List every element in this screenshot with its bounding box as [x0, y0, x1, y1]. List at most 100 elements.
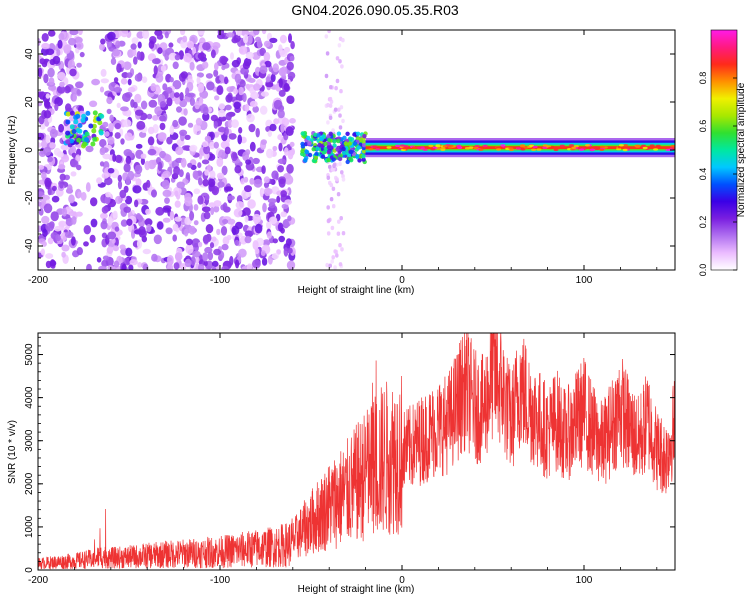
spectrogram-cell — [500, 144, 506, 147]
spectrogram-cell — [375, 148, 381, 151]
spectrogram-cell — [300, 131, 305, 136]
spectrogram-cell — [261, 257, 268, 266]
spectrogram-cell — [288, 33, 292, 44]
snr-frame — [37, 332, 676, 571]
spectrogram-cell — [496, 148, 502, 151]
spectrogram-cell — [85, 182, 91, 193]
spectrogram-cell — [321, 134, 326, 139]
spectrogram-cell — [542, 146, 548, 149]
x-tick-label: -100 — [210, 575, 230, 586]
spectrogram-cell — [252, 240, 259, 250]
x-tick-label: -200 — [28, 275, 48, 286]
spectrogram-cell — [216, 228, 221, 236]
spectrogram-cell — [536, 148, 542, 151]
spectrogram-cell — [68, 37, 77, 46]
spectrogram-cell — [216, 157, 224, 168]
spectrogram-x-label: Height of straight line (km) — [298, 285, 415, 296]
spectrogram-cell — [100, 38, 106, 45]
spectrogram-cell — [120, 138, 125, 145]
spectrogram-cell — [244, 235, 252, 244]
spectrogram-cell — [38, 115, 45, 125]
spectrogram-cell — [174, 54, 181, 61]
spectrogram-cell — [160, 65, 167, 72]
spectrogram-cell — [86, 263, 92, 270]
spectrogram-cell — [185, 87, 190, 97]
spectrogram-cell — [157, 132, 167, 142]
spectrogram-cell — [358, 137, 363, 142]
spectrogram-cell — [328, 263, 333, 268]
spectrogram-cell — [38, 91, 43, 98]
spectrogram-cell — [245, 51, 254, 60]
spectrogram-cell — [43, 203, 53, 214]
spectrogram-cell — [147, 148, 157, 156]
spectrogram-cell — [362, 139, 367, 145]
spectrogram-cell — [173, 262, 180, 270]
spectrogram-y-label: Frequency (Hz) — [7, 116, 18, 185]
spectrogram-cell — [114, 132, 121, 139]
spectrogram-cell — [202, 42, 211, 51]
spectrogram-cell — [120, 78, 128, 85]
colorbar-gradient — [710, 29, 738, 271]
spectrogram-cell — [213, 205, 220, 213]
spectrogram-cell — [261, 165, 266, 175]
spectrogram-cell — [38, 208, 44, 216]
spectrogram-cell — [478, 148, 484, 151]
spectrogram-cell — [116, 63, 122, 73]
spectrogram-cell — [361, 149, 367, 154]
spectrogram-cell — [474, 145, 480, 148]
spectrogram-cell — [132, 185, 142, 194]
spectrogram-cell — [54, 225, 62, 232]
spectrogram-cell — [56, 49, 61, 57]
spectrogram-cell — [329, 197, 334, 202]
spectrogram-cell — [250, 91, 259, 100]
spectrogram-cell — [341, 146, 346, 152]
spectrogram-cell — [120, 219, 128, 227]
spectrogram-cell — [655, 144, 661, 148]
spectrogram-cell — [277, 222, 284, 232]
spectrogram-cell — [335, 177, 339, 182]
spectrogram-cell — [542, 144, 548, 147]
spectrogram-cell — [38, 101, 43, 107]
spectrogram-cell — [252, 213, 262, 224]
spectrogram-cell — [206, 81, 215, 91]
spectrogram-cell — [559, 144, 565, 147]
spectrogram-cell — [70, 171, 77, 177]
spectrogram-cell — [184, 134, 191, 140]
spectrogram-cell — [327, 137, 332, 143]
spectrogram-cell — [226, 218, 236, 225]
spectrogram-cell — [140, 157, 145, 165]
spectrogram-cell — [38, 132, 45, 141]
spectrogram-cell — [280, 66, 288, 76]
spectrogram-cell — [345, 131, 350, 136]
snr-x-label: Height of straight line (km) — [298, 584, 415, 595]
spectrogram-cell — [331, 128, 335, 133]
spectrogram-cell — [219, 75, 225, 82]
spectrogram-cell — [59, 181, 64, 189]
spectrogram-cell — [278, 142, 283, 152]
spectrogram-cell — [252, 259, 261, 269]
spectrogram-cell — [336, 231, 341, 236]
spectrogram-cell — [323, 141, 328, 147]
spectrogram-cell — [202, 234, 210, 244]
spectrogram-cell — [162, 217, 171, 223]
spectrogram-cell — [307, 140, 312, 146]
spectrogram-cell — [179, 129, 188, 136]
spectrogram-cell — [130, 43, 137, 50]
spectrogram-cell — [221, 265, 229, 270]
spectrogram-cell — [236, 30, 241, 36]
spectrogram-cell — [268, 201, 276, 209]
spectrogram-cell — [277, 134, 283, 141]
spectrogram-cell — [126, 218, 133, 226]
spectrogram-cell — [165, 227, 173, 235]
spectrogram-cell — [233, 34, 241, 43]
spectrogram-cell — [108, 122, 114, 133]
colorbar-axis: 0.0 0.2 0.4 0.6 0.8 — [698, 72, 737, 276]
spectrogram-cell — [134, 73, 143, 82]
spectrogram-cell — [238, 248, 247, 258]
spectrogram-cell — [262, 202, 267, 213]
spectrogram-cell — [244, 230, 254, 238]
y-tick-label: 2000 — [24, 472, 35, 495]
spectrogram-cell — [185, 238, 193, 246]
colorbar-tick-label: 0.2 — [698, 216, 708, 229]
spectrogram-cell — [326, 157, 331, 163]
